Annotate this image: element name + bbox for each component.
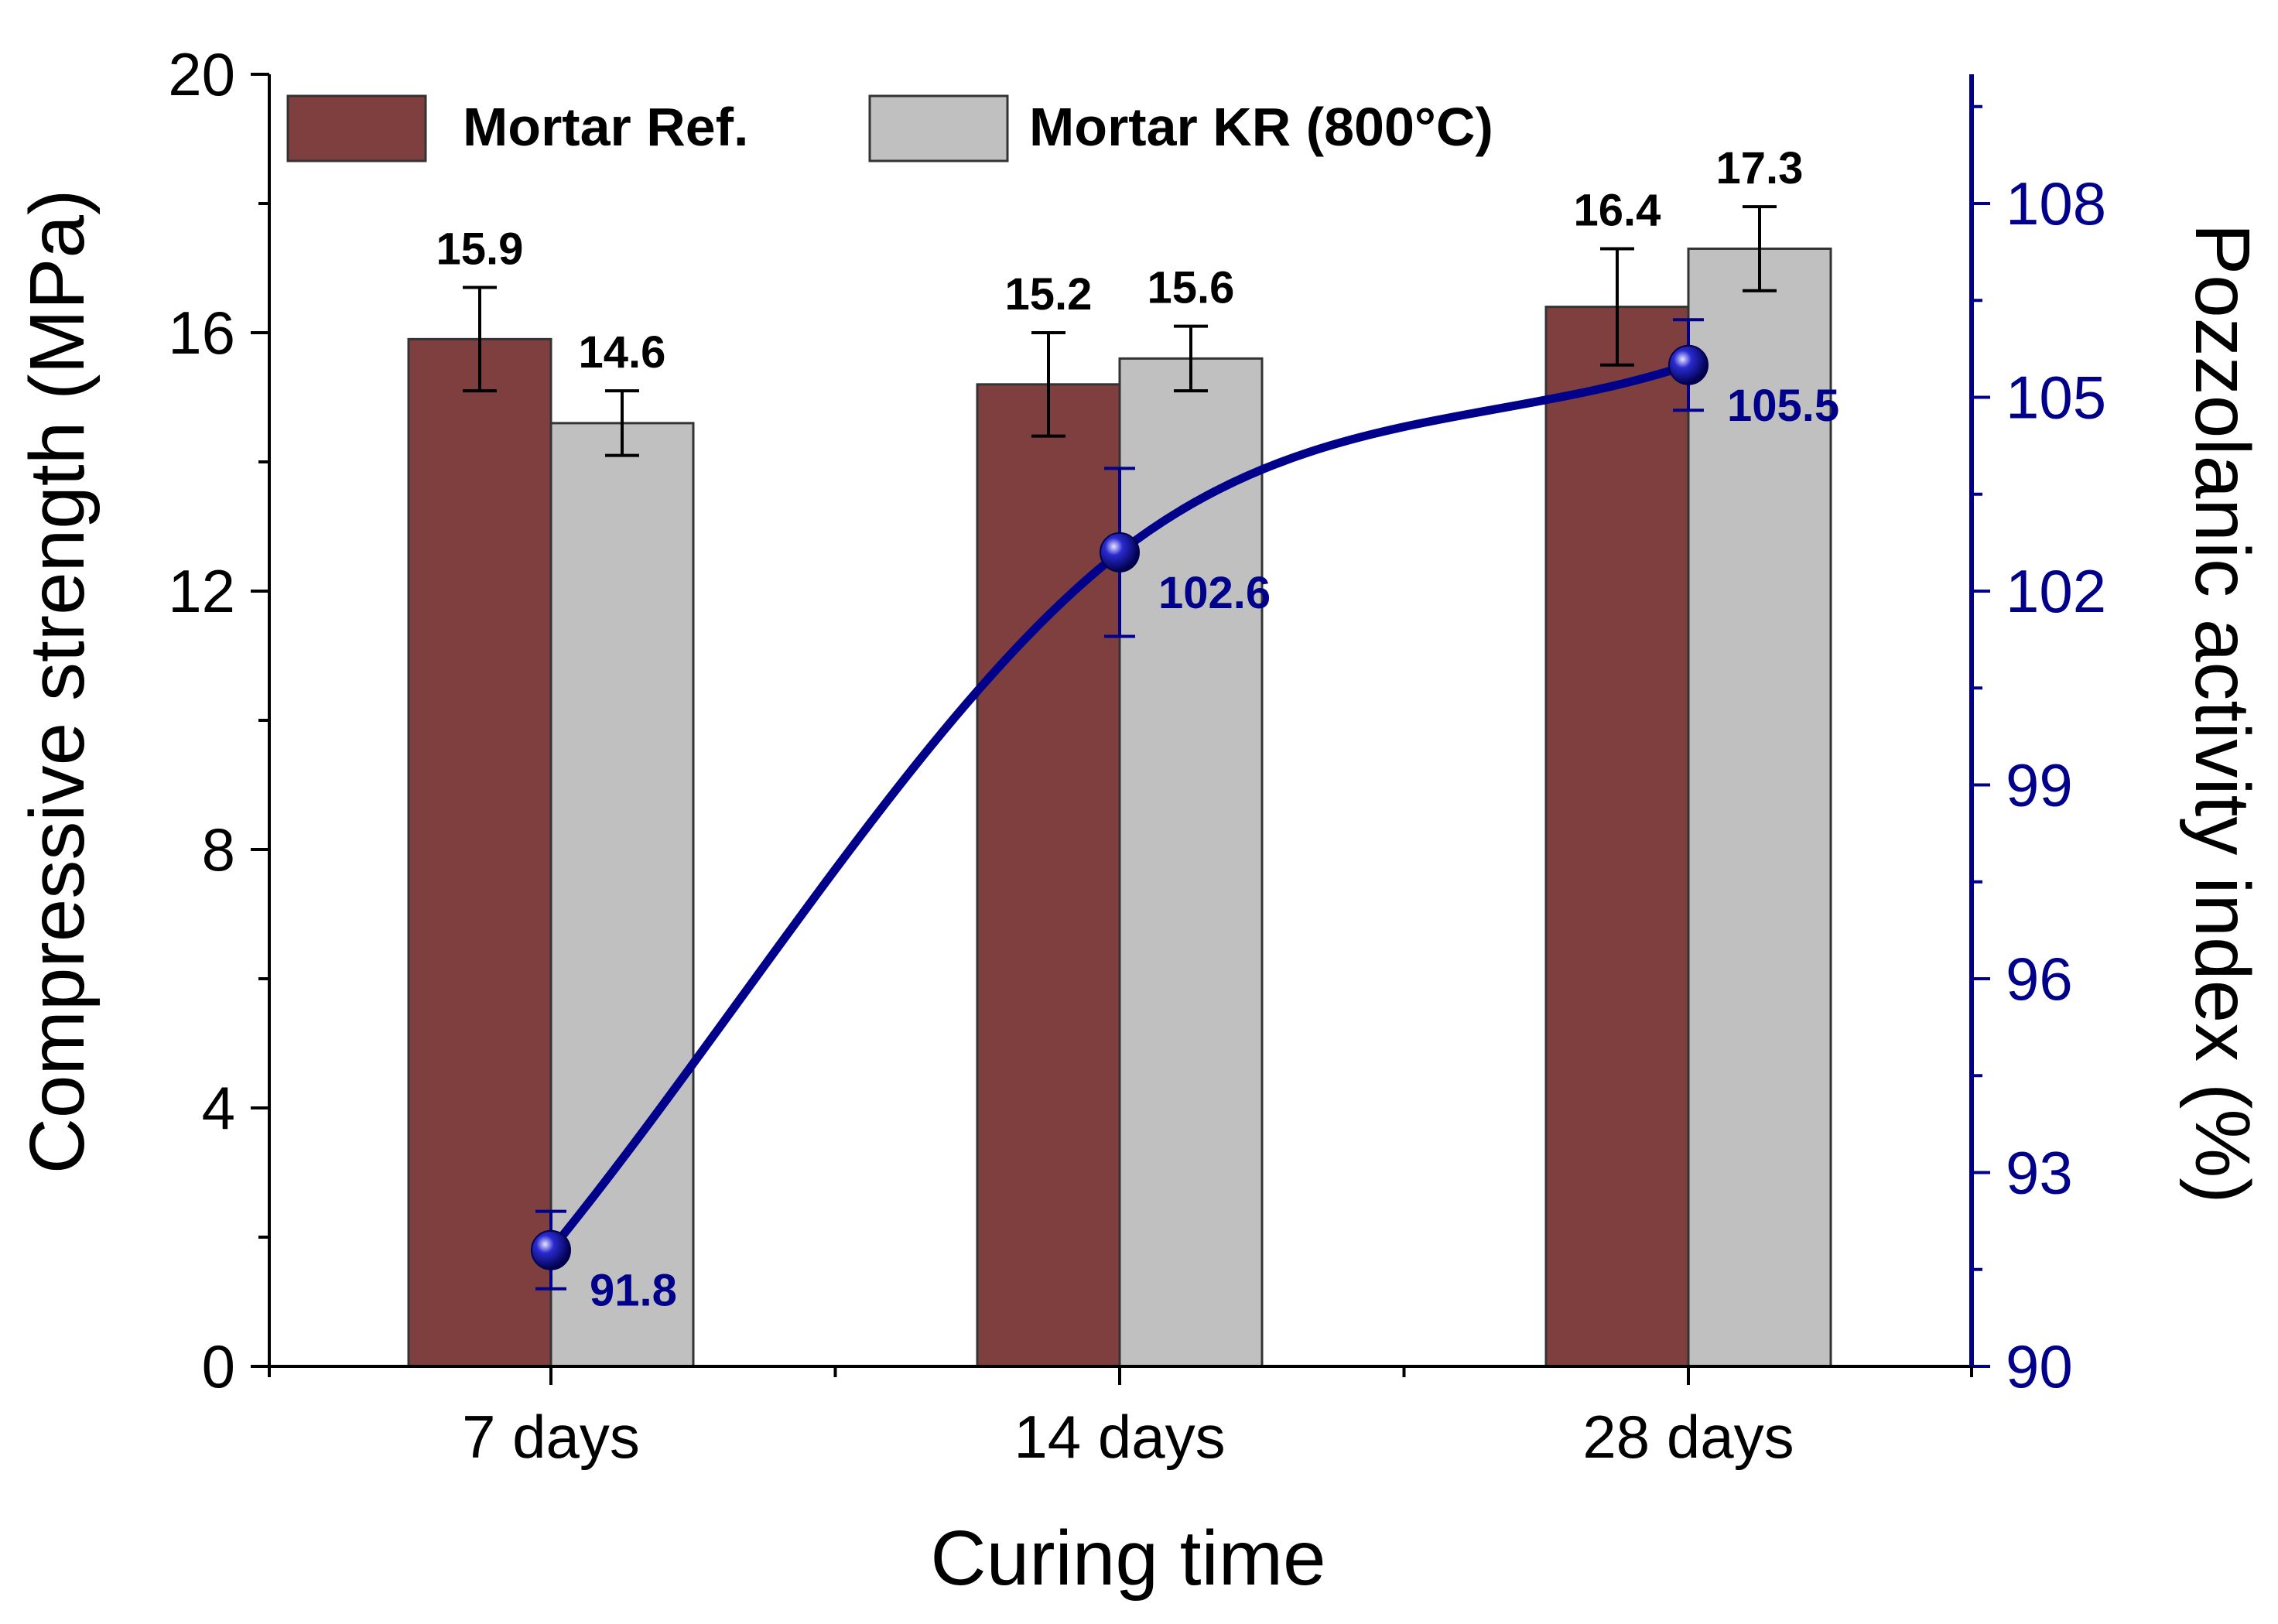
right-y-axis-title: Pozzolanic activity index (%)	[2179, 223, 2266, 1203]
right-y-ticks: 90 93 96 99 102 105 108	[1972, 104, 2106, 1400]
left-tick-label: 16	[168, 299, 235, 367]
right-tick-label: 102	[2006, 557, 2106, 625]
legend-label-mortar-ref: Mortar Ref.	[463, 97, 748, 157]
left-tick-label: 8	[202, 815, 235, 884]
bar-mortar-ref-2	[1544, 306, 1690, 1368]
error-bar-1-2	[1743, 205, 1777, 292]
data-labels: 15.9 15.2 16.4 14.6 15.6 17.3 91.8 102.6 105.5	[436, 143, 1840, 1316]
x-tick-label-0: 7 days	[462, 1403, 640, 1471]
right-tick-label: 108	[2006, 169, 2106, 238]
legend-swatch-mortar-kr	[868, 94, 1009, 162]
pai-line	[546, 361, 1693, 1255]
error-bar-1-0	[605, 389, 639, 457]
bar-mortar-kr-1	[1118, 357, 1264, 1368]
data-label-0-0: 15.9	[436, 224, 524, 275]
left-y-ticks: 0 4 8 12 16 20	[168, 40, 269, 1400]
legend: Mortar Ref. Mortar KR (800°C)	[286, 94, 1493, 162]
x-tick-label-2: 28 days	[1582, 1403, 1794, 1471]
pai-label-2: 105.5	[1727, 381, 1839, 431]
right-tick-label: 96	[2006, 945, 2073, 1013]
pai-label-0: 91.8	[590, 1266, 677, 1316]
legend-swatch-mortar-ref	[286, 94, 427, 162]
left-tick-label: 4	[202, 1074, 235, 1142]
x-axis-title: Curing time	[930, 1515, 1325, 1602]
right-tick-label: 99	[2006, 751, 2073, 819]
right-tick-label: 93	[2006, 1139, 2073, 1207]
bars-layer	[407, 247, 1832, 1368]
right-tick-label: 105	[2006, 364, 2106, 432]
left-y-axis-title: Compressive strength (MPa)	[14, 190, 101, 1174]
legend-label-mortar-kr: Mortar KR (800°C)	[1029, 97, 1493, 157]
pai-line-layer	[531, 318, 1708, 1291]
pai-point-1	[1100, 532, 1140, 573]
left-tick-label: 0	[202, 1332, 235, 1400]
error-bar-0-2	[1600, 247, 1634, 367]
error-bar-0-1	[1031, 331, 1065, 438]
bar-mortar-ref-0	[407, 337, 552, 1368]
bar-mortar-kr-0	[549, 422, 695, 1368]
data-label-0-1: 15.2	[1005, 269, 1093, 320]
pai-point-0	[531, 1229, 571, 1270]
x-ticks: 7 days 14 days 28 days	[268, 1366, 1973, 1471]
bar-mortar-ref-1	[976, 383, 1121, 1368]
data-label-1-1: 15.6	[1148, 263, 1235, 313]
right-tick-label: 90	[2006, 1332, 2073, 1400]
pai-point-2	[1668, 344, 1708, 385]
data-label-1-2: 17.3	[1716, 143, 1804, 193]
left-tick-label: 12	[168, 557, 235, 625]
data-label-1-0: 14.6	[579, 327, 666, 378]
pai-label-1: 102.6	[1158, 568, 1271, 618]
error-bar-1-1	[1174, 324, 1208, 393]
bar-mortar-kr-2	[1687, 247, 1832, 1368]
data-label-0-2: 16.4	[1574, 185, 1661, 235]
bar-error-bars	[463, 205, 1777, 457]
left-tick-label: 20	[168, 40, 235, 108]
x-tick-label-1: 14 days	[1014, 1403, 1225, 1471]
error-bar-0-0	[463, 285, 497, 393]
